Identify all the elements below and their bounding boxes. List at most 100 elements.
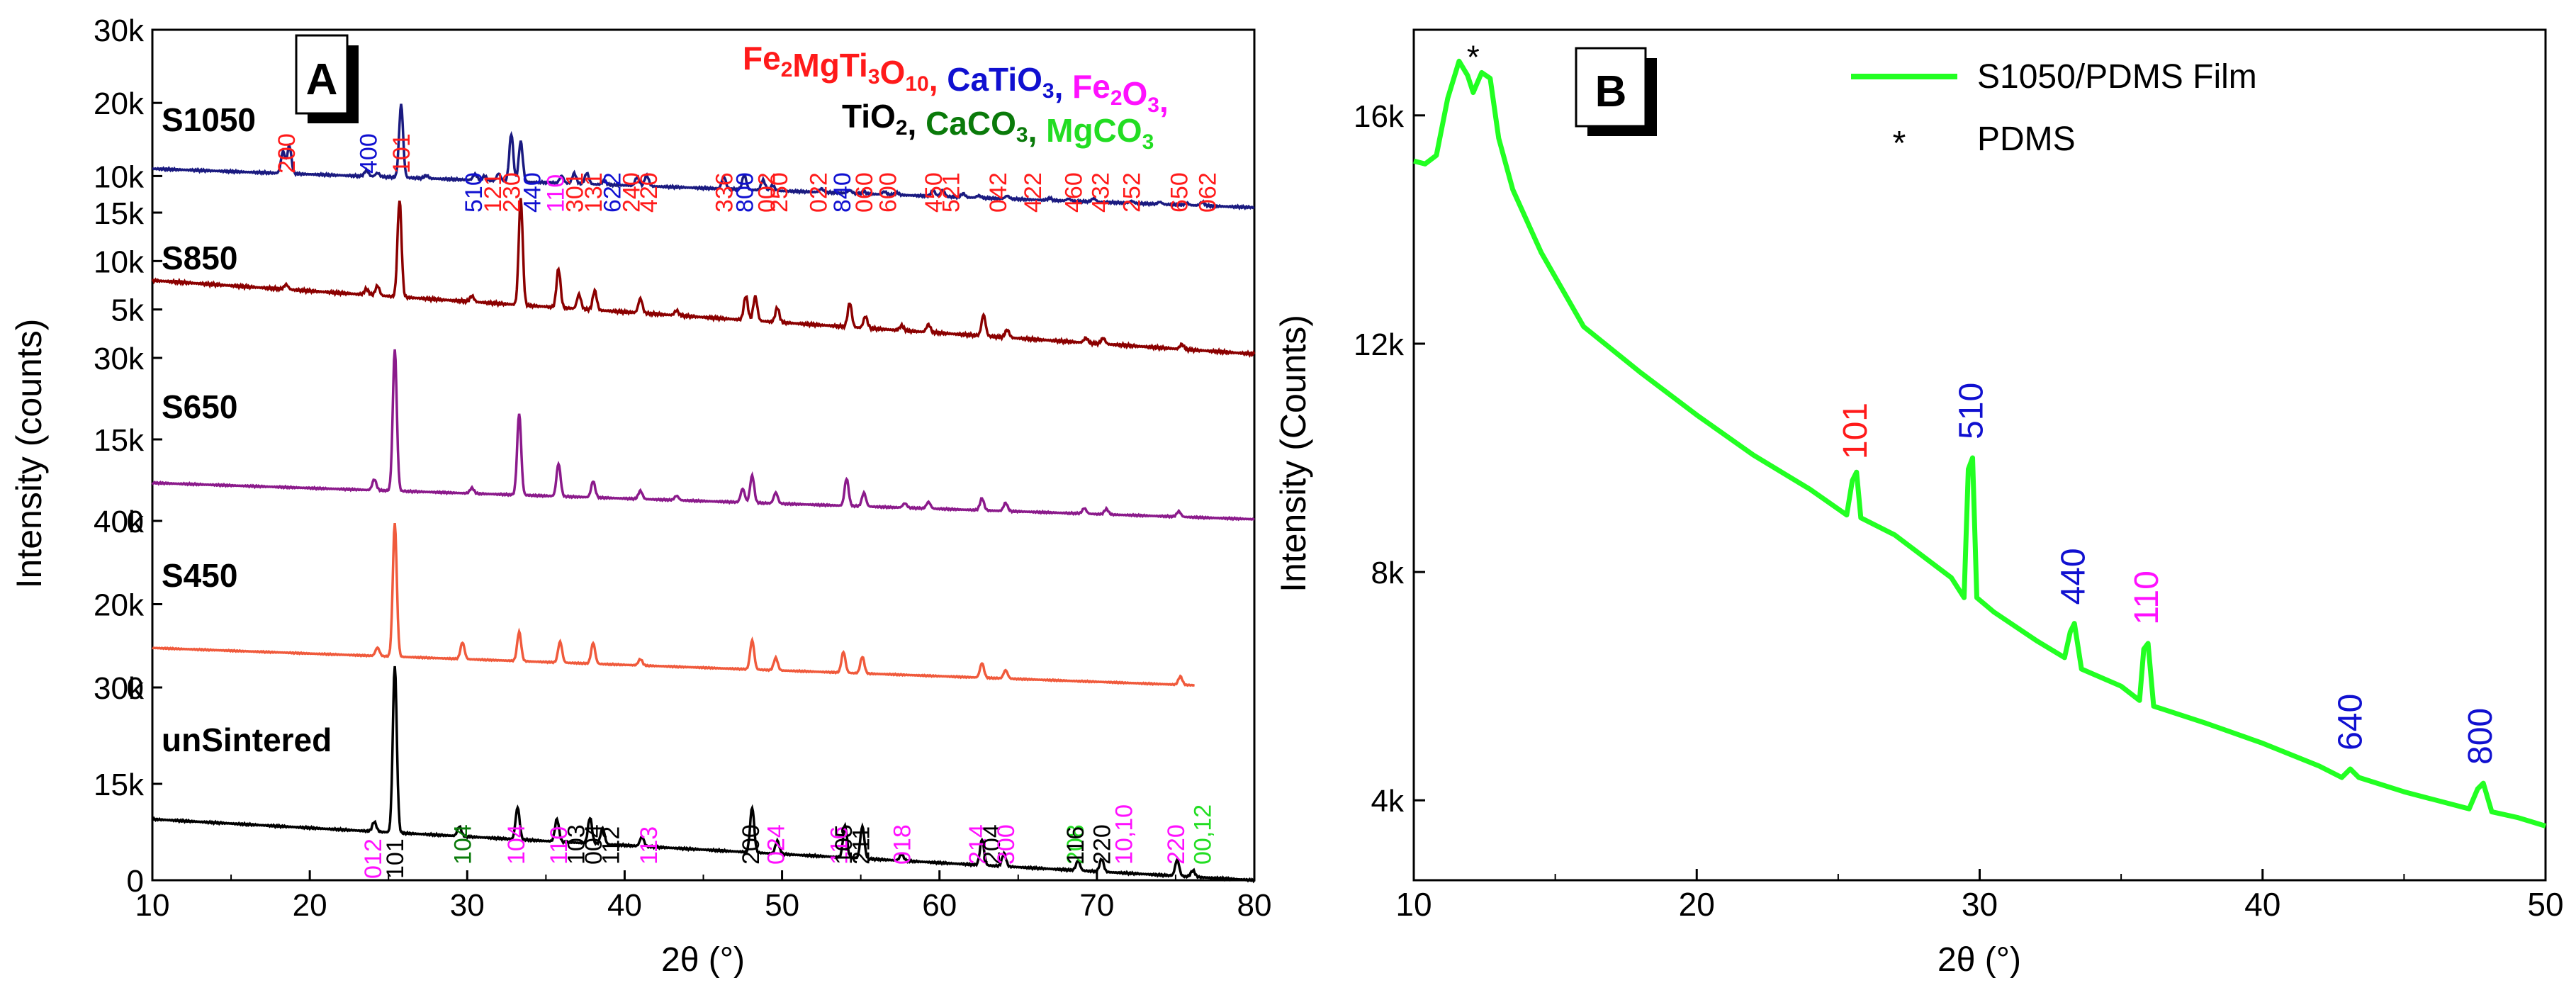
peak-label: 131 <box>580 172 607 213</box>
peak-label: 042 <box>985 172 1012 213</box>
peak-label: 104 <box>503 824 530 865</box>
peak-label: 200 <box>274 133 300 174</box>
y-tick-label: 4k <box>1371 784 1405 819</box>
legend-text-part: 2 <box>896 116 908 140</box>
peak-label: 600 <box>874 172 901 213</box>
peak-label: 062 <box>1194 172 1221 213</box>
panel-a-x-ticks: 10 20 30 40 50 60 70 80 <box>135 870 1272 923</box>
legend-text-part: O <box>880 54 906 91</box>
panel-a-phase-legend: Fe2MgTi3O10, CaTiO3, Fe2O3,TiO2, CaCO3, … <box>743 40 1169 154</box>
series-line-S450 <box>152 522 1195 687</box>
peak-label: 10,10 <box>1111 804 1138 865</box>
legend-text-part: TiO <box>842 98 896 135</box>
panel-b-badge: B <box>1575 47 1657 136</box>
legend-text-part: 2 <box>781 58 793 82</box>
series-line-unSintered <box>152 665 1256 884</box>
y-tick-label: 15k <box>94 768 145 802</box>
peak-label: 004 <box>580 824 607 865</box>
peak-label: 018 <box>889 824 916 865</box>
y-tick-label: 8k <box>1371 556 1405 590</box>
y-tick-label: 5k <box>111 293 145 328</box>
peak-label: 440 <box>519 172 546 213</box>
x-tick-label: 20 <box>293 888 327 923</box>
y-tick-label: 15k <box>94 196 145 231</box>
legend-marker-star: * <box>1893 125 1906 162</box>
peak-label: 800 <box>731 172 758 213</box>
x-tick-label: 60 <box>922 888 957 923</box>
y-tick-label: 30k <box>94 342 145 376</box>
pdms-star-mark: * <box>1467 38 1480 75</box>
legend-text-part: 3 <box>1147 94 1159 117</box>
y-tick-label: 0 <box>127 505 144 539</box>
peak-label: 510 <box>1953 383 1991 439</box>
legend-text-part: O <box>1123 75 1148 112</box>
peak-label: 121 <box>480 172 507 213</box>
peak-label: 440 <box>2054 548 2092 605</box>
legend-text-part: , <box>908 105 926 142</box>
peak-label: 521 <box>938 172 964 213</box>
y-tick-label: 30k <box>94 13 145 48</box>
legend-text-part: 3 <box>1042 79 1054 103</box>
panel-a-x-axis-label: 2θ (°) <box>661 941 745 979</box>
series-line-S850 <box>151 198 1256 359</box>
x-tick-label: 10 <box>1395 886 1432 923</box>
y-tick-label: 15k <box>94 423 145 458</box>
legend-text-part: 2 <box>1110 86 1123 110</box>
sample-name-unSintered: unSintered <box>162 721 332 758</box>
y-tick-label: 16k <box>1354 99 1405 134</box>
peak-label: 105 <box>831 824 857 865</box>
panel-b-badge-letter: B <box>1595 67 1627 116</box>
peak-label: 220 <box>1163 824 1190 865</box>
peak-label: 024 <box>763 824 790 865</box>
peak-label: 336 <box>711 172 738 213</box>
peak-label: 640 <box>2332 694 2370 751</box>
peak-label: 208 <box>1062 824 1089 865</box>
y-tick-label: 10k <box>94 159 145 194</box>
peak-label: 510 <box>461 172 488 213</box>
sample-name-S450: S450 <box>162 557 237 594</box>
panel-a-sample-names: S1050 S850 S650 S450 unSintered <box>162 101 332 758</box>
panel-b-series-group <box>1413 58 2547 828</box>
sample-name-S850: S850 <box>162 240 237 276</box>
legend-text-part: 3 <box>868 65 880 89</box>
x-tick-label: 30 <box>1962 886 1998 923</box>
peak-label: 104 <box>450 824 477 865</box>
x-tick-label: 20 <box>1679 886 1715 923</box>
legend-text-part: Fe <box>1072 68 1110 105</box>
peak-label: 450 <box>921 172 947 213</box>
y-tick-label: 40k <box>94 505 145 539</box>
y-tick-label: 20k <box>94 86 145 121</box>
peak-label: 00,12 <box>1190 804 1217 865</box>
peak-label: 101 <box>382 838 409 879</box>
x-tick-label: 10 <box>135 888 170 923</box>
panel-b: 4k 8k 12k 16k 10 20 30 40 50 101 510 440 110 640 800… <box>1273 28 2564 979</box>
sample-name-S650: S650 <box>162 388 237 425</box>
panel-b-x-axis-label: 2θ (°) <box>1937 941 2021 979</box>
legend-text-part: , <box>1054 68 1073 105</box>
legend-entry-film: S1050/PDMS Film <box>1977 58 2257 96</box>
peak-label: 622 <box>600 172 626 213</box>
panel-b-legend: S1050/PDMS Film * PDMS <box>1851 58 2257 162</box>
legend-text-part: 3 <box>1142 130 1154 154</box>
peak-label: 110 <box>2128 571 2166 625</box>
legend-text-part: MgTi <box>792 47 867 84</box>
x-tick-label: 50 <box>765 888 799 923</box>
peak-label: 110 <box>543 174 570 213</box>
legend-text-part: CaCO <box>926 105 1016 142</box>
y-tick-label: 12k <box>1354 327 1405 362</box>
peak-label: 400 <box>355 133 382 174</box>
y-tick-label: 0 <box>127 864 144 899</box>
peak-label: 060 <box>851 172 878 213</box>
x-tick-label: 80 <box>1237 888 1272 923</box>
panel-b-y-axis-label: Intensity (Counts) <box>1273 315 1313 592</box>
peak-label: 840 <box>829 172 856 213</box>
series-line-S650 <box>151 349 1255 522</box>
peak-label: 204 <box>979 824 1006 865</box>
peak-label: 420 <box>636 172 663 213</box>
y-tick-label: 30k <box>94 671 145 706</box>
panel-a-series-group <box>151 103 1256 884</box>
panel-a-y-axis-label: Intensity (counts) <box>9 319 49 589</box>
legend-text-part: 3 <box>1016 123 1028 147</box>
peak-label: 116 <box>1062 826 1089 865</box>
